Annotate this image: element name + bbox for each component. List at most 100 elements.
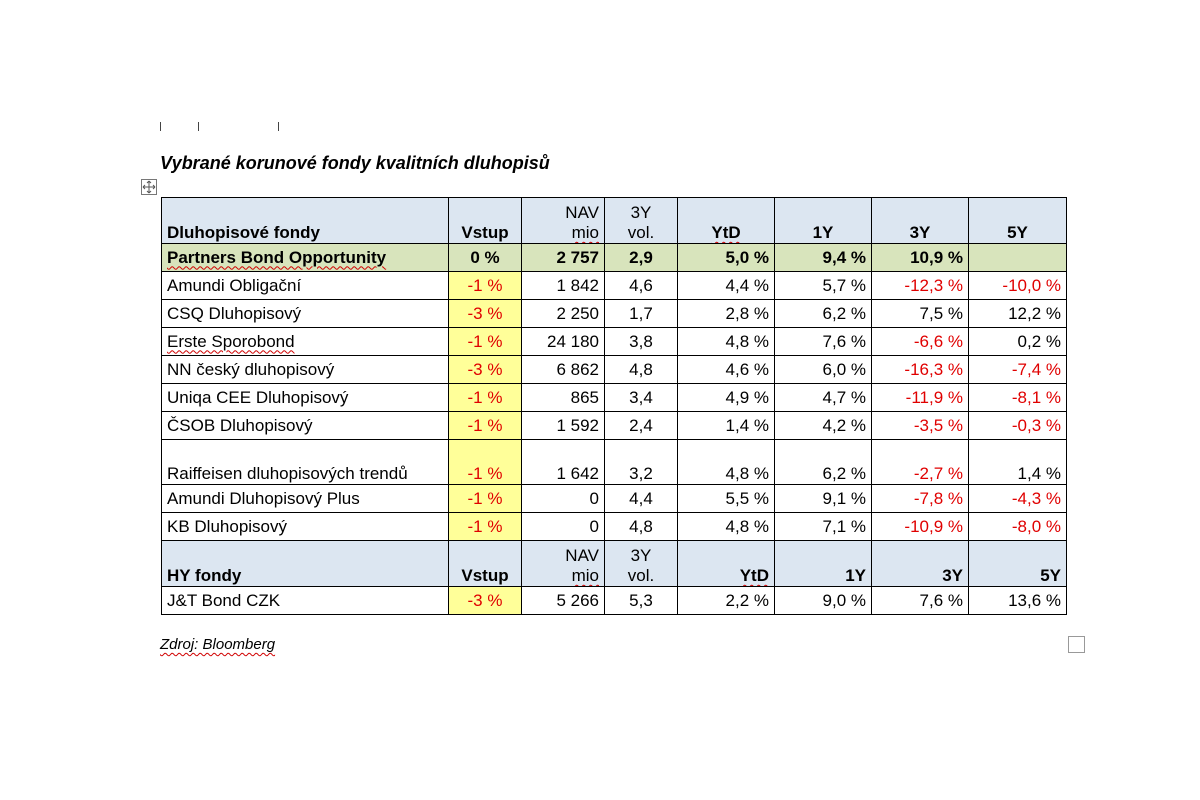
col-header-3y: 3Y <box>871 540 969 587</box>
table-row: Erste Sporobond -1 % 24 180 3,8 4,8 % 7,… <box>161 327 1067 356</box>
fund-nav: 1 592 <box>521 411 605 440</box>
fund-3y: -7,8 % <box>871 484 969 513</box>
col-header-entry: Vstup <box>448 197 522 244</box>
fund-1y: 4,7 % <box>774 383 872 412</box>
fund-name: KB Dluhopisový <box>161 512 449 541</box>
col-header-ytd: YtD <box>677 540 775 587</box>
fund-vol: 5,3 <box>604 586 678 615</box>
fund-nav: 1 842 <box>521 271 605 300</box>
funds-table: Dluhopisové fondy Vstup NAV mio 3Y vol. Yt… <box>161 197 1067 615</box>
fund-1y: 6,2 % <box>774 299 872 328</box>
col-header-nav: NAV mio <box>521 540 605 587</box>
table-row: NN český dluhopisový -3 % 6 862 4,8 4,6 … <box>161 355 1067 384</box>
fund-ytd: 5,0 % <box>677 243 775 272</box>
fund-vol: 4,8 <box>604 355 678 384</box>
table-row: J&T Bond CZK -3 % 5 266 5,3 2,2 % 9,0 % … <box>161 586 1067 615</box>
col-header-hy-funds: HY fondy <box>161 540 449 587</box>
col-header-5y: 5Y <box>968 540 1067 587</box>
fund-3y: -12,3 % <box>871 271 969 300</box>
fund-1y: 5,7 % <box>774 271 872 300</box>
fund-entry: -1 % <box>448 512 522 541</box>
fund-ytd: 2,8 % <box>677 299 775 328</box>
fund-entry: -3 % <box>448 586 522 615</box>
fund-3y: -2,7 % <box>871 439 969 485</box>
fund-5y: -8,1 % <box>968 383 1067 412</box>
fund-vol: 1,7 <box>604 299 678 328</box>
fund-5y <box>968 243 1067 272</box>
fund-5y: 0,2 % <box>968 327 1067 356</box>
fund-3y: -6,6 % <box>871 327 969 356</box>
fund-ytd: 5,5 % <box>677 484 775 513</box>
fund-nav: 865 <box>521 383 605 412</box>
highlight-row: Partners Bond Opportunity 0 % 2 757 2,9 … <box>161 243 1067 272</box>
document-title: Vybrané korunové fondy kvalitních dluhop… <box>160 153 550 173</box>
fund-ytd: 4,8 % <box>677 512 775 541</box>
fund-ytd: 2,2 % <box>677 586 775 615</box>
fund-vol: 4,4 <box>604 484 678 513</box>
fund-1y: 9,1 % <box>774 484 872 513</box>
fund-vol: 3,4 <box>604 383 678 412</box>
fund-entry: -3 % <box>448 299 522 328</box>
move-icon[interactable] <box>141 179 157 195</box>
fund-name: Partners Bond Opportunity <box>161 243 449 272</box>
fund-entry: -1 % <box>448 439 522 485</box>
fund-3y: -11,9 % <box>871 383 969 412</box>
fund-1y: 7,1 % <box>774 512 872 541</box>
fund-nav: 6 862 <box>521 355 605 384</box>
fund-name: CSQ Dluhopisový <box>161 299 449 328</box>
fund-5y: 1,4 % <box>968 439 1067 485</box>
fund-nav: 0 <box>521 512 605 541</box>
fund-1y: 7,6 % <box>774 327 872 356</box>
fund-5y: -7,4 % <box>968 355 1067 384</box>
fund-5y: -8,0 % <box>968 512 1067 541</box>
header-row-bond: Dluhopisové fondy Vstup NAV mio 3Y vol. Yt… <box>161 197 1067 244</box>
fund-entry: -1 % <box>448 327 522 356</box>
fund-ytd: 4,8 % <box>677 327 775 356</box>
fund-name: J&T Bond CZK <box>161 586 449 615</box>
col-header-1y: 1Y <box>774 540 872 587</box>
fund-name: Amundi Dluhopisový Plus <box>161 484 449 513</box>
col-header-5y: 5Y <box>968 197 1067 244</box>
table-row: CSQ Dluhopisový -3 % 2 250 1,7 2,8 % 6,2… <box>161 299 1067 328</box>
fund-name: ČSOB Dluhopisový <box>161 411 449 440</box>
fund-name: Amundi Obligační <box>161 271 449 300</box>
table-resize-handle[interactable] <box>1068 636 1085 653</box>
fund-vol: 4,8 <box>604 512 678 541</box>
fund-name: Erste Sporobond <box>161 327 449 356</box>
table-row: Raiffeisen dluhopisových trendů -1 % 1 6… <box>161 439 1067 485</box>
fund-3y: 7,5 % <box>871 299 969 328</box>
fund-1y: 4,2 % <box>774 411 872 440</box>
fund-entry: -1 % <box>448 484 522 513</box>
fund-entry: -1 % <box>448 271 522 300</box>
fund-entry: -1 % <box>448 383 522 412</box>
fund-vol: 2,9 <box>604 243 678 272</box>
fund-nav: 1 642 <box>521 439 605 485</box>
fund-1y: 9,0 % <box>774 586 872 615</box>
table-row: KB Dluhopisový -1 % 0 4,8 4,8 % 7,1 % -1… <box>161 512 1067 541</box>
fund-vol: 3,8 <box>604 327 678 356</box>
fund-name: Raiffeisen dluhopisových trendů <box>161 439 449 485</box>
table-row: Amundi Obligační -1 % 1 842 4,6 4,4 % 5,… <box>161 271 1067 300</box>
fund-1y: 9,4 % <box>774 243 872 272</box>
col-header-nav: NAV mio <box>521 197 605 244</box>
fund-ytd: 4,6 % <box>677 355 775 384</box>
fund-5y: -0,3 % <box>968 411 1067 440</box>
fund-ytd: 4,4 % <box>677 271 775 300</box>
fund-name: NN český dluhopisový <box>161 355 449 384</box>
fund-nav: 24 180 <box>521 327 605 356</box>
fund-nav: 5 266 <box>521 586 605 615</box>
fund-vol: 3,2 <box>604 439 678 485</box>
fund-1y: 6,2 % <box>774 439 872 485</box>
fund-nav: 2 250 <box>521 299 605 328</box>
fund-3y: -3,5 % <box>871 411 969 440</box>
fund-nav: 2 757 <box>521 243 605 272</box>
fund-ytd: 1,4 % <box>677 411 775 440</box>
col-header-vol: 3Y vol. <box>604 197 678 244</box>
col-header-entry: Vstup <box>448 540 522 587</box>
source-note: Zdroj: Bloomberg <box>160 636 276 653</box>
fund-5y: 12,2 % <box>968 299 1067 328</box>
fund-3y: 10,9 % <box>871 243 969 272</box>
fund-ytd: 4,8 % <box>677 439 775 485</box>
fund-5y: -10,0 % <box>968 271 1067 300</box>
table-row: ČSOB Dluhopisový -1 % 1 592 2,4 1,4 % 4,… <box>161 411 1067 440</box>
